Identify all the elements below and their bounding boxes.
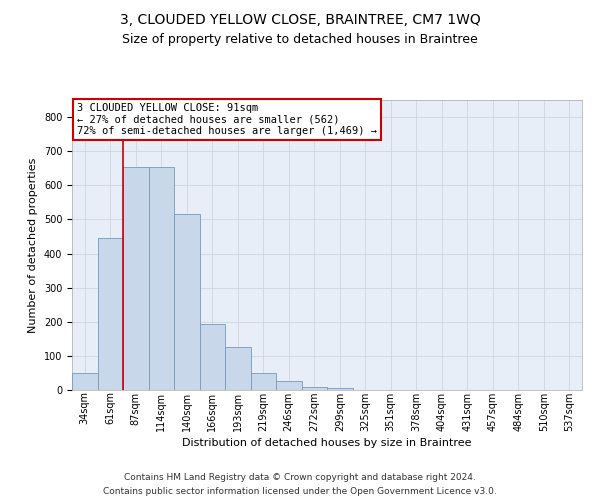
Bar bbox=[276, 382, 302, 390]
Bar bbox=[174, 214, 199, 390]
Y-axis label: Number of detached properties: Number of detached properties bbox=[28, 158, 38, 332]
Bar bbox=[97, 238, 123, 390]
Text: Contains public sector information licensed under the Open Government Licence v3: Contains public sector information licen… bbox=[103, 486, 497, 496]
Bar bbox=[199, 324, 225, 390]
Text: Size of property relative to detached houses in Braintree: Size of property relative to detached ho… bbox=[122, 32, 478, 46]
Text: 3 CLOUDED YELLOW CLOSE: 91sqm
← 27% of detached houses are smaller (562)
72% of : 3 CLOUDED YELLOW CLOSE: 91sqm ← 27% of d… bbox=[77, 103, 377, 136]
Bar bbox=[302, 386, 327, 390]
Bar bbox=[327, 388, 353, 390]
Bar bbox=[123, 166, 149, 390]
Bar bbox=[149, 166, 174, 390]
Bar bbox=[225, 348, 251, 390]
Bar bbox=[72, 373, 97, 390]
Text: Distribution of detached houses by size in Braintree: Distribution of detached houses by size … bbox=[182, 438, 472, 448]
Text: Contains HM Land Registry data © Crown copyright and database right 2024.: Contains HM Land Registry data © Crown c… bbox=[124, 472, 476, 482]
Bar bbox=[251, 373, 276, 390]
Text: 3, CLOUDED YELLOW CLOSE, BRAINTREE, CM7 1WQ: 3, CLOUDED YELLOW CLOSE, BRAINTREE, CM7 … bbox=[119, 12, 481, 26]
